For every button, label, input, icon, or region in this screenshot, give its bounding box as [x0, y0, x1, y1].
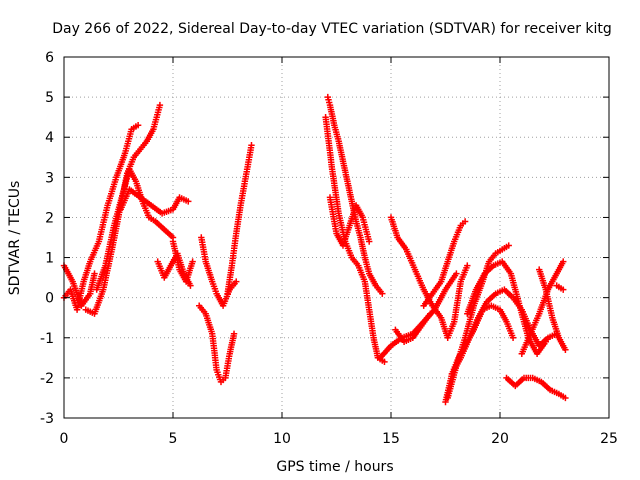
y-tick-label: 1: [45, 251, 54, 267]
x-tick-label: 5: [169, 431, 178, 447]
series-markers: [326, 194, 373, 249]
y-tick-label: -2: [40, 371, 54, 387]
y-axis-title: SDTVAR / TECUs: [7, 181, 23, 296]
series-markers: [60, 262, 98, 309]
series-sat-m: [326, 194, 373, 249]
series-sat-u: [464, 258, 549, 357]
y-tick-label: -3: [40, 411, 54, 427]
series-markers: [464, 258, 549, 357]
series-markers: [387, 214, 471, 341]
series-sat-j: [224, 142, 255, 297]
series-sat-o: [387, 214, 471, 341]
series-markers: [536, 266, 563, 341]
axis-ticks: 0 5 10 15 20 25 -3 -2 -1 0 1 2 3 4 5 6: [40, 50, 618, 447]
series-sat-x: [536, 266, 563, 341]
series-markers: [196, 302, 238, 386]
x-tick-label: 15: [382, 431, 400, 447]
y-tick-label: 2: [45, 210, 54, 226]
series-sat-g: [169, 238, 196, 285]
y-tick-label: 0: [45, 291, 54, 307]
series-sat-t: [448, 286, 569, 378]
y-tick-label: 4: [45, 130, 54, 146]
series-markers: [224, 142, 255, 297]
plot-frame: [63, 56, 610, 419]
y-tick-label: -1: [40, 331, 54, 347]
y-tick-label: 5: [45, 90, 54, 106]
series-sat-p: [392, 310, 434, 345]
series-sat-y: [553, 282, 567, 293]
series-sat-v: [503, 374, 569, 402]
x-tick-label: 25: [600, 431, 618, 447]
y-tick-label: 3: [45, 170, 54, 186]
x-tick-label: 10: [273, 431, 291, 447]
series-sat-b: [60, 262, 98, 309]
x-tick-label: 0: [60, 431, 69, 447]
series-markers: [503, 374, 569, 402]
series-markers: [553, 282, 567, 293]
y-tick-label: 6: [45, 50, 54, 66]
chart-title: Day 266 of 2022, Sidereal Day-to-day VTE…: [52, 21, 612, 37]
series-markers: [169, 238, 196, 285]
series-sat-l: [322, 114, 388, 366]
series-markers: [93, 166, 177, 293]
data-points: [60, 93, 569, 406]
series-sat-e: [117, 186, 192, 217]
series-markers: [448, 286, 569, 378]
series-markers: [376, 270, 460, 361]
x-axis-title: GPS time / hours: [276, 459, 393, 475]
series-markers: [420, 218, 469, 309]
x-tick-label: 20: [491, 431, 509, 447]
series-markers: [117, 186, 192, 217]
series-sat-i: [196, 302, 238, 386]
series-sat-n: [376, 270, 460, 361]
series-sat-d: [93, 166, 177, 293]
series-markers: [322, 114, 388, 366]
series-sat-q: [420, 218, 469, 309]
series-markers: [392, 310, 434, 345]
